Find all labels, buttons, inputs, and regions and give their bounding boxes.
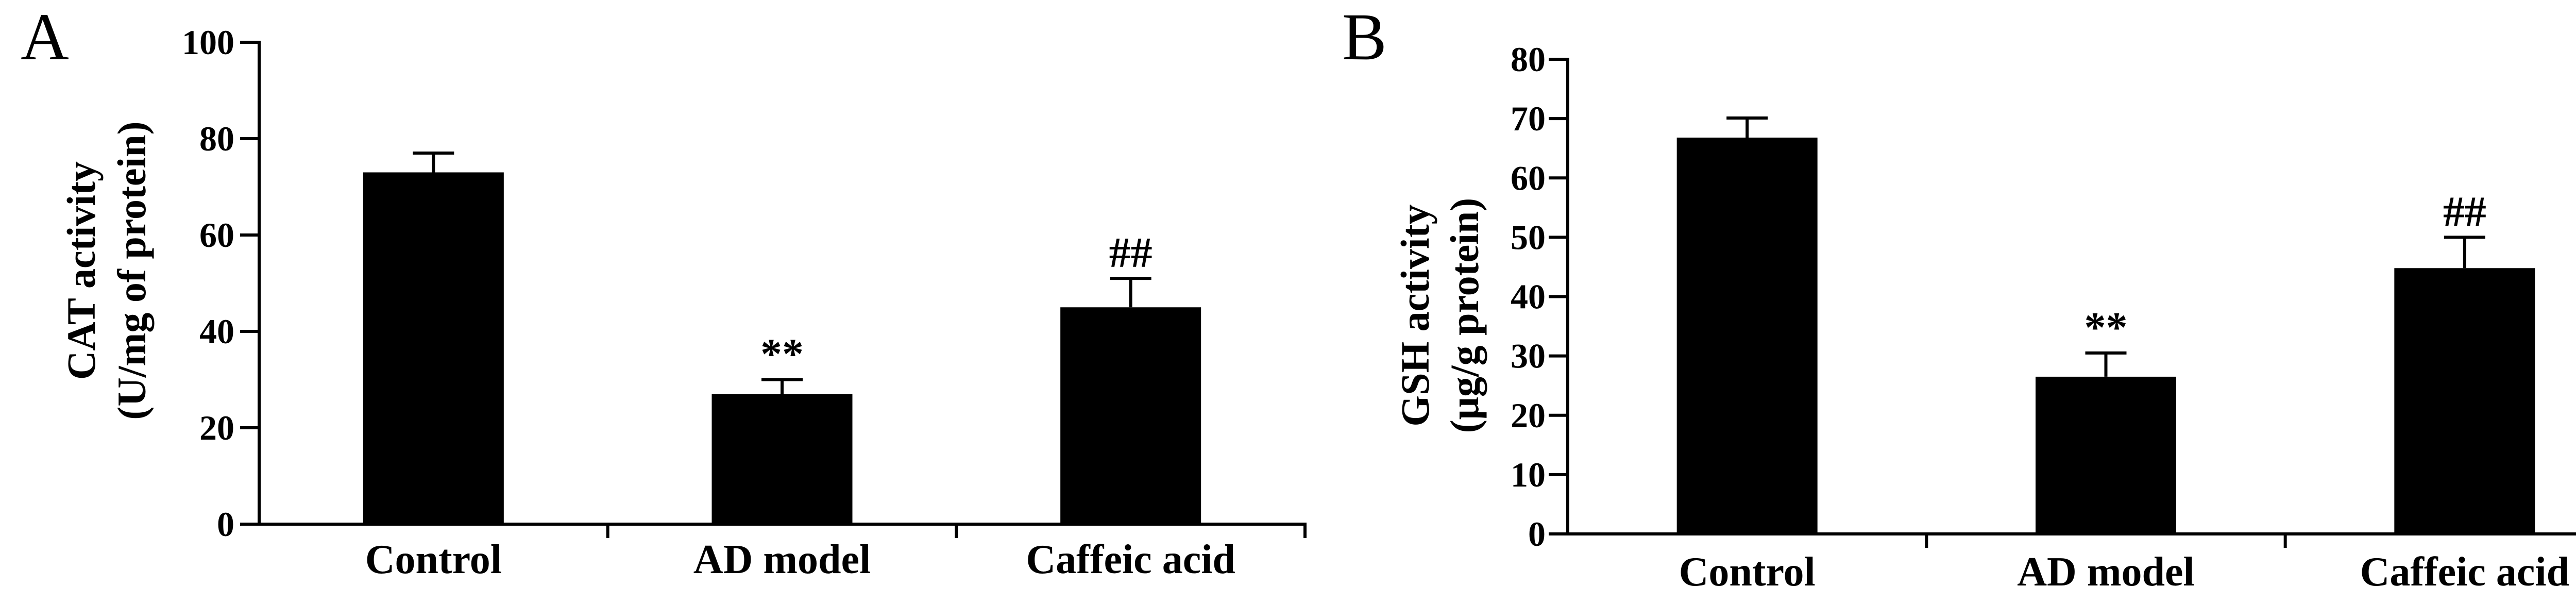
y-axis-label-line-1: CAT activity [59, 161, 104, 380]
chart-panel-b: B 0 10 20 30 40 50 60 70 80 Control ** AD model ## Caf… [1342, 0, 2576, 595]
x-category-label: Caffeic acid [2360, 549, 2570, 595]
significance-annotation: ** [760, 330, 804, 378]
significance-annotation: ** [2084, 304, 2128, 351]
y-tick-label: 80 [199, 119, 234, 158]
y-tick-label: 100 [182, 23, 234, 62]
panel-label: A [21, 0, 69, 74]
y-axis-label-line-2: (U/mg of protein) [109, 121, 154, 420]
bar-control [363, 172, 504, 524]
bar-caffeic-acid [1060, 307, 1201, 524]
y-tick-label: 70 [1511, 99, 1546, 138]
y-tick-label: 20 [199, 408, 234, 447]
y-tick-label: 20 [1511, 396, 1546, 435]
y-tick-label: 60 [1511, 158, 1546, 197]
x-category-label: Control [1679, 549, 1816, 595]
y-axis-label-line-1: GSH activity [1393, 204, 1437, 426]
bar-caffeic-acid [2394, 268, 2535, 534]
y-tick-label: 80 [1511, 40, 1546, 79]
panel-label: B [1342, 0, 1387, 74]
y-tick-label: 10 [1511, 455, 1546, 494]
bar-ad-model [2036, 376, 2176, 534]
x-category-label: AD model [2017, 549, 2194, 595]
significance-annotation: ## [1109, 229, 1153, 277]
chart-panel-a: A 0 20 40 60 80 100 Control ** AD model ## Caffeic … [21, 0, 1307, 582]
x-category-label: Control [365, 537, 502, 582]
y-tick-label: 60 [199, 215, 234, 255]
bar-control [1676, 137, 1818, 534]
y-tick-label: 50 [1511, 217, 1546, 257]
significance-annotation: ## [2443, 188, 2486, 236]
y-tick-label: 40 [199, 312, 234, 351]
y-tick-label: 0 [1528, 514, 1546, 554]
y-axis-label-line-2: (μg/g protein) [1442, 198, 1487, 433]
y-tick-label: 0 [217, 505, 234, 544]
y-tick-label: 40 [1511, 277, 1546, 316]
x-category-label: AD model [693, 537, 871, 582]
bar-ad-model [711, 394, 853, 524]
x-category-label: Caffeic acid [1026, 537, 1235, 582]
y-tick-label: 30 [1511, 337, 1546, 376]
